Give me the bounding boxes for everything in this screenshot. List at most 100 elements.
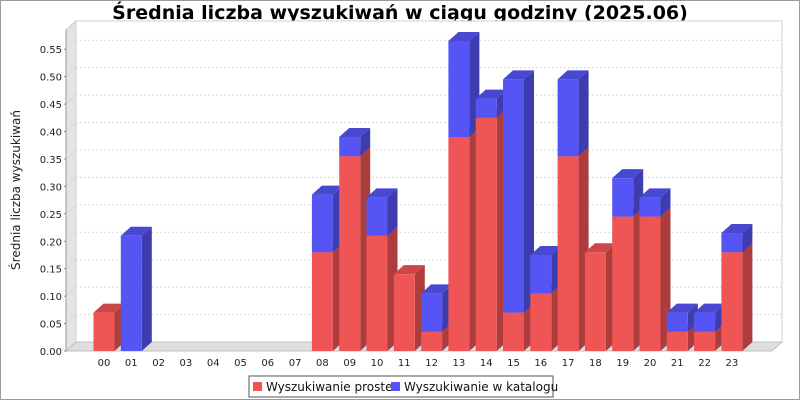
legend-box: [248, 375, 554, 398]
bar-front: [612, 178, 634, 217]
bar-top: [475, 89, 507, 99]
bar-front: [120, 235, 142, 351]
bar-front: [339, 156, 361, 351]
bar-18-proste: [584, 243, 616, 351]
bar-top: [530, 245, 562, 255]
y-tick-label: 0.25: [40, 210, 62, 221]
y-tick-label: 0.40: [40, 128, 62, 139]
bar-front: [311, 252, 333, 351]
x-tick-label: 12: [425, 358, 438, 369]
bar-13-katalog: [448, 31, 480, 138]
bar-front: [694, 331, 716, 351]
x-tick-label: 20: [644, 358, 657, 369]
bar-front: [584, 252, 606, 351]
bar-front: [557, 156, 579, 351]
bar-front: [639, 197, 661, 217]
bar-top: [557, 70, 589, 80]
x-tick-label: 21: [671, 358, 684, 369]
x-tick-label: 00: [98, 358, 111, 369]
x-tick-label: 09: [343, 358, 356, 369]
bar-top: [448, 31, 480, 41]
bar-top: [503, 70, 534, 80]
bar-front: [311, 194, 333, 253]
bar-front: [666, 312, 688, 332]
bar-front: [666, 331, 688, 351]
x-tick-label: 14: [480, 358, 493, 369]
grid-line-wall: [65, 94, 77, 105]
y-tick-label: 0.15: [40, 265, 62, 276]
bar-side: [141, 226, 152, 351]
bar-top: [311, 185, 343, 195]
bar-front: [421, 293, 443, 332]
y-tick-label: 0.10: [40, 292, 62, 303]
y-tick-label: 0.55: [40, 45, 62, 56]
bar-front: [448, 137, 470, 351]
x-tick-label: 22: [698, 358, 711, 369]
x-tick-label: 03: [180, 358, 193, 369]
bar-front: [721, 252, 743, 351]
bar-17-katalog: [557, 70, 589, 157]
y-tick-label: 0.50: [40, 73, 62, 84]
bar-front: [639, 216, 661, 351]
bar-front: [448, 40, 470, 137]
x-tick-label: 04: [207, 358, 220, 369]
y-tick-label: 0.00: [40, 347, 62, 358]
bar-side: [660, 188, 671, 217]
x-tick-label: 13: [453, 358, 466, 369]
bar-front: [503, 312, 524, 351]
bar-16-katalog: [530, 245, 562, 294]
x-tick-label: 08: [316, 358, 329, 369]
bar-front: [557, 79, 579, 157]
x-tick-label: 02: [152, 358, 165, 369]
bar-front: [530, 254, 552, 294]
legend: Wyszukiwanie proste Wyszukiwanie w katal…: [248, 375, 558, 398]
bar-14-katalog: [475, 89, 507, 118]
grid-line-wall: [65, 259, 77, 270]
bar-10-proste: [366, 226, 398, 351]
y-tick-label: 0.35: [40, 155, 62, 166]
bar-top: [93, 303, 125, 313]
bar-20-proste: [639, 207, 671, 351]
x-tick-label: 18: [589, 358, 602, 369]
grid-line-wall: [65, 177, 77, 187]
bar-front: [503, 79, 524, 313]
bar-top: [366, 188, 398, 198]
bar-top: [393, 265, 425, 275]
x-tick-label: 17: [562, 358, 575, 369]
bar-top: [639, 188, 671, 198]
bar-top: [339, 128, 371, 137]
x-tick-label: 07: [289, 358, 302, 369]
bar-top: [666, 303, 698, 313]
bar-top: [584, 243, 616, 253]
y-tick-label: 0.05: [40, 320, 62, 331]
y-axis-ticks: 0.00 0.05 0.10 0.15 0.20 0.25 0.30 0.35 0.40 0.45…: [40, 30, 67, 358]
bar-front: [393, 274, 415, 351]
grid-line-wall: [65, 204, 77, 215]
x-tick-label: 23: [726, 358, 739, 369]
bar-front: [475, 117, 497, 352]
y-tick-label: 0.30: [40, 182, 62, 193]
legend-label-katalog: Wyszukiwanie w katalogu: [404, 380, 558, 394]
x-tick-label: 06: [261, 358, 274, 369]
x-tick-label: 19: [616, 358, 629, 369]
bar-10-katalog: [366, 188, 398, 236]
bar-front: [612, 216, 634, 351]
bar-16-proste: [530, 284, 562, 351]
bar-13-proste: [448, 128, 480, 351]
bar-19-proste: [612, 207, 644, 351]
grid-line-wall: [65, 39, 77, 50]
bar-front: [366, 197, 388, 236]
bar-front: [721, 233, 743, 253]
y-tick-label: 0.20: [40, 237, 62, 248]
grid-line-wall: [65, 286, 77, 297]
bar-23-katalog: [721, 224, 753, 253]
bar-19-katalog: [612, 169, 644, 217]
y-tick-label: 0.45: [40, 100, 62, 111]
bar-09-proste: [339, 147, 371, 351]
bar-side: [524, 70, 534, 313]
bar-12-katalog: [421, 284, 453, 332]
grid-line-wall: [65, 149, 77, 160]
bar-side: [742, 224, 753, 253]
